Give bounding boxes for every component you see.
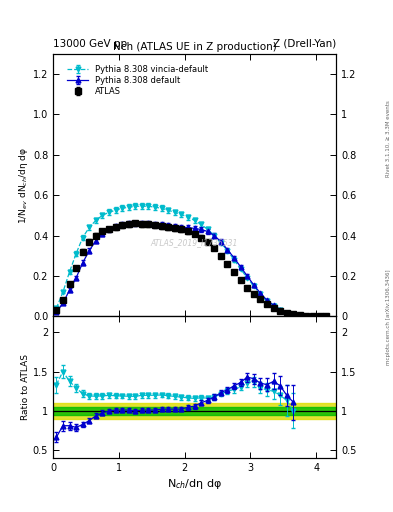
Text: mcplots.cern.ch [arXiv:1306.3436]: mcplots.cern.ch [arXiv:1306.3436]: [386, 270, 391, 365]
Legend: Pythia 8.308 vincia-default, Pythia 8.308 default, ATLAS: Pythia 8.308 vincia-default, Pythia 8.30…: [64, 61, 211, 99]
Text: Rivet 3.1.10, ≥ 3.3M events: Rivet 3.1.10, ≥ 3.3M events: [386, 100, 391, 177]
Text: Z (Drell-Yan): Z (Drell-Yan): [273, 38, 336, 49]
Y-axis label: 1/N$_{ev}$ dN$_{ch}$/dη dφ: 1/N$_{ev}$ dN$_{ch}$/dη dφ: [17, 146, 30, 224]
Y-axis label: Ratio to ATLAS: Ratio to ATLAS: [21, 354, 30, 420]
X-axis label: N$_{ch}$/dη dφ: N$_{ch}$/dη dφ: [167, 477, 222, 492]
Title: Nch (ATLAS UE in Z production): Nch (ATLAS UE in Z production): [113, 41, 276, 52]
Text: 13000 GeV pp: 13000 GeV pp: [53, 38, 127, 49]
Text: ATLAS_2019_I1736531: ATLAS_2019_I1736531: [151, 238, 238, 247]
